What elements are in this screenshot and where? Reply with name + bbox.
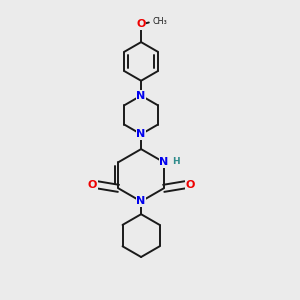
- Text: N: N: [136, 129, 146, 139]
- Text: N: N: [159, 157, 168, 167]
- Text: O: O: [136, 19, 146, 29]
- Text: O: O: [88, 180, 97, 190]
- Text: N: N: [136, 91, 146, 100]
- Text: N: N: [136, 196, 146, 206]
- Text: H: H: [172, 157, 180, 166]
- Text: CH₃: CH₃: [152, 17, 167, 26]
- Text: O: O: [185, 180, 195, 190]
